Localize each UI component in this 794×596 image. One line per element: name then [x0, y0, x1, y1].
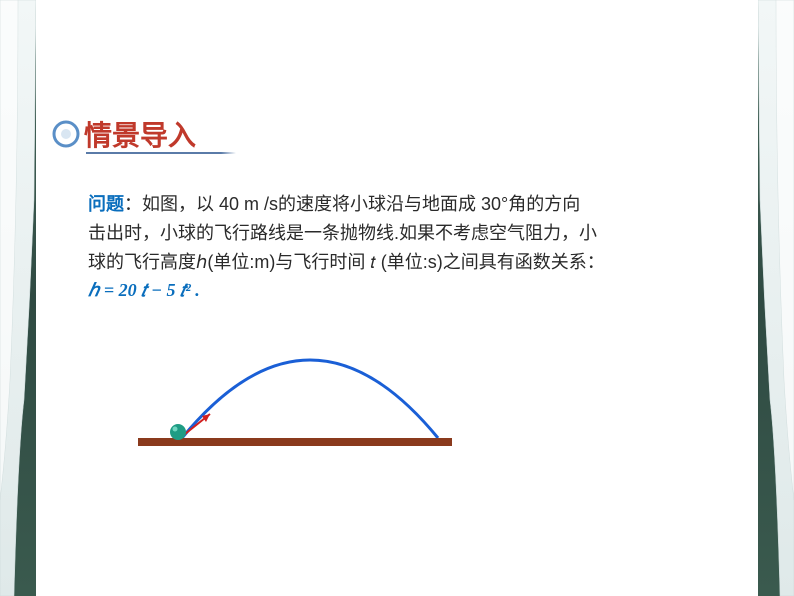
problem-line-1: 如图，以 40 m /s的速度将小球沿与地面成 30°角的方向 — [142, 194, 580, 214]
problem-label: 问题 — [88, 194, 124, 214]
problem-line-2: 击出时，小球的飞行路线是一条抛物线.如果不考虑空气阻力，小 — [88, 223, 597, 243]
heading-underline — [86, 152, 236, 154]
colon: ： — [124, 194, 142, 214]
section-heading: 情景导入 — [52, 114, 196, 154]
problem-text: 问题：如图，以 40 m /s的速度将小球沿与地面成 30°角的方向 击出时，小… — [88, 190, 698, 305]
heading-text: 情景导入 — [84, 114, 196, 154]
bullet-icon — [52, 120, 80, 148]
trajectory-diagram — [118, 330, 478, 460]
slide-content: 情景导入 问题：如图，以 40 m /s的速度将小球沿与地面成 30°角的方向 … — [0, 0, 794, 596]
equation: ℎ = 20 𝑡 − 5 𝑡² . — [88, 280, 200, 300]
problem-line-3: 球的飞行高度ℎ(单位:m)与飞行时间 𝑡 (单位:s)之间具有函数关系： — [88, 252, 605, 272]
